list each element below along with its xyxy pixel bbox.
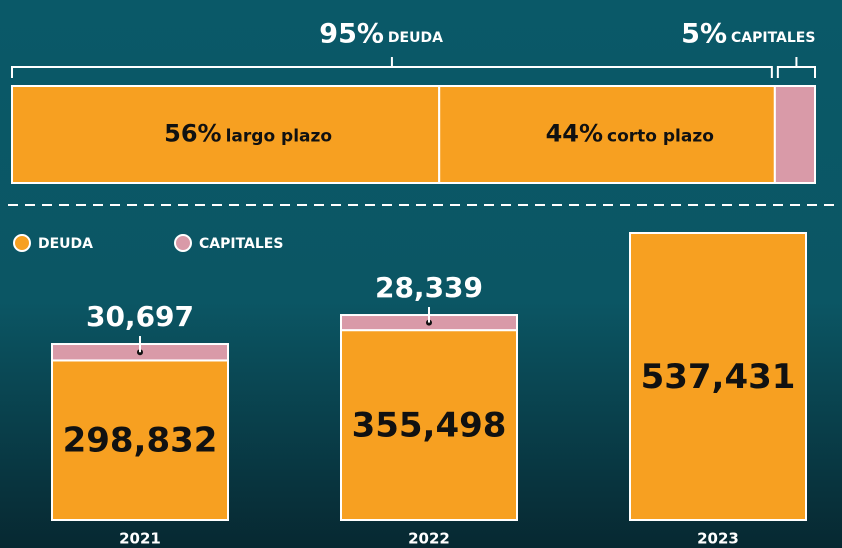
value-label: 537,431 (641, 357, 796, 397)
share-name: DEUDA (388, 30, 443, 46)
legend-swatch (13, 234, 31, 252)
x-tick-label: 2023 (697, 530, 739, 548)
legend-label: DEUDA (38, 236, 93, 252)
x-tick-label: 2021 (119, 530, 161, 548)
bar-segment (340, 329, 518, 521)
bracket (776, 57, 816, 78)
value-label: 298,832 (63, 421, 218, 461)
share-name: CAPITALES (731, 30, 815, 46)
value-label: 28,339 (375, 271, 483, 304)
share-segment (773, 85, 816, 184)
value-label: 355,498 (352, 406, 507, 446)
segment-name: largo plazo (226, 127, 333, 147)
x-tick-label: 2022 (408, 530, 450, 548)
share-label: 5% (681, 19, 727, 50)
segment-name: corto plazo (607, 127, 714, 147)
legend-swatch (174, 234, 192, 252)
value-label: 30,697 (86, 300, 194, 333)
segment-value: 56% (164, 120, 221, 148)
legend-label: CAPITALES (199, 236, 283, 252)
segment-value: 44% (546, 120, 603, 148)
share-label: 95% (319, 19, 384, 50)
bracket (11, 57, 773, 78)
bar-segment (629, 232, 807, 521)
share-segment (11, 85, 441, 184)
